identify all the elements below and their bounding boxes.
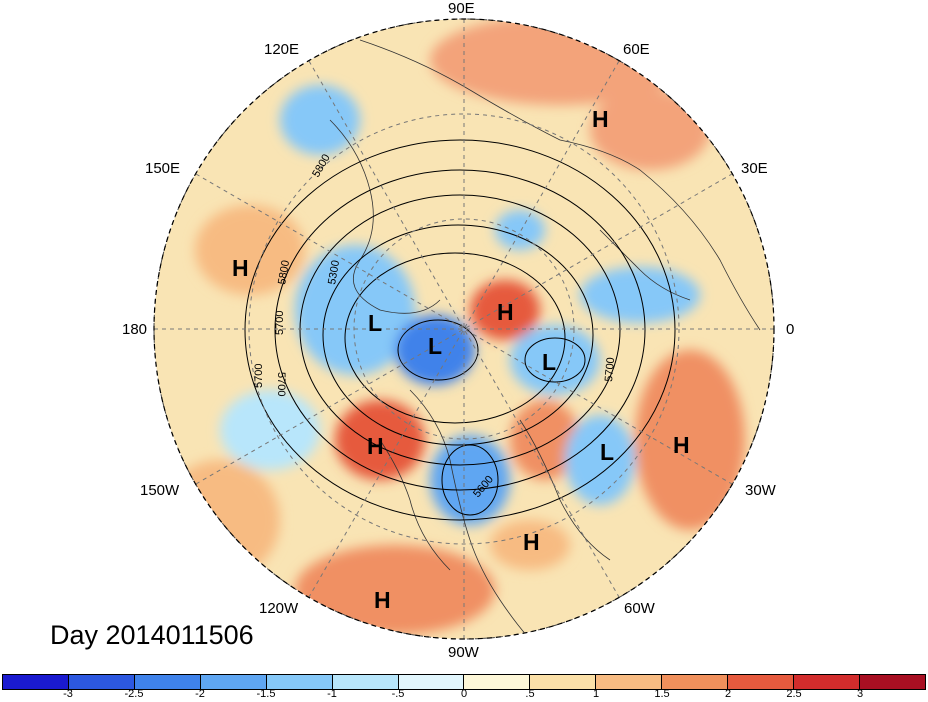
colorbar-tick-label: 3 [856, 688, 864, 700]
colorbar-tick-label: 2 [724, 688, 732, 700]
colorbar [2, 674, 926, 690]
colorbar-tick-label: 2.5 [786, 688, 802, 700]
high-marker: H [367, 433, 384, 459]
colorbar-tick-label: -2.5 [124, 688, 144, 700]
colorbar-tick-label: -2 [195, 688, 205, 700]
contour-label: 5700 [603, 357, 617, 382]
colorbar-segment [332, 675, 399, 689]
colorbar-segment [794, 675, 860, 689]
lon-label: 60W [624, 600, 655, 617]
low-marker: L [600, 439, 614, 465]
lon-label: 150W [140, 482, 180, 499]
high-marker: H [232, 255, 249, 281]
colorbar-segment [134, 675, 201, 689]
colorbar-tick-label: 1 [592, 688, 600, 700]
colorbar-tick-label: -.5 [391, 688, 405, 700]
colorbar-segment [530, 675, 597, 689]
high-marker: H [374, 587, 391, 613]
high-marker: H [523, 529, 540, 555]
contour-label: 5700 [274, 311, 286, 335]
lon-label: 90E [448, 0, 475, 17]
low-marker: L [542, 349, 556, 375]
lon-label: 30W [745, 482, 776, 499]
colorbar-segment [859, 675, 925, 689]
colorbar-tick-label: 0 [460, 688, 468, 700]
lon-label: 0 [786, 321, 795, 338]
colorbar-tick-label: -1.5 [256, 688, 276, 700]
pressure-systems: H H L L H L H L H H H [232, 106, 690, 613]
lon-label: 120E [264, 41, 300, 58]
colorbar-tick-label: -3 [63, 688, 73, 700]
low-marker: L [368, 310, 382, 336]
high-marker: H [673, 432, 690, 458]
lon-label: 150E [145, 160, 181, 177]
contour-label: 5800 [276, 259, 292, 285]
lon-label: 60E [623, 41, 650, 58]
colorbar-tick-label: 1.5 [654, 688, 670, 700]
map-title: Day 2014011506 [50, 620, 254, 650]
contour-label: 5300 [326, 259, 342, 285]
colorbar-segment [464, 675, 531, 689]
colorbar-segment [200, 675, 267, 689]
colorbar-tick-label: .5 [525, 688, 535, 700]
lon-label: 30E [741, 160, 768, 177]
high-marker: H [497, 299, 514, 325]
colorbar-tick-label: -1 [327, 688, 337, 700]
lon-label: 120W [259, 600, 299, 617]
colorbar-segment [3, 675, 69, 689]
colorbar-segment [662, 675, 729, 689]
low-marker: L [428, 333, 442, 359]
contour-label: 5700 [275, 372, 287, 396]
colorbar-segment [398, 675, 465, 689]
high-marker: H [592, 106, 609, 132]
contour-label: 5700 [253, 364, 265, 388]
colorbar-segment [728, 675, 795, 689]
colorbar-segment [68, 675, 135, 689]
lon-label: 180 [122, 321, 148, 338]
colorbar-segment [596, 675, 663, 689]
colorbar-segment [266, 675, 333, 689]
lon-label: 90W [448, 644, 479, 661]
